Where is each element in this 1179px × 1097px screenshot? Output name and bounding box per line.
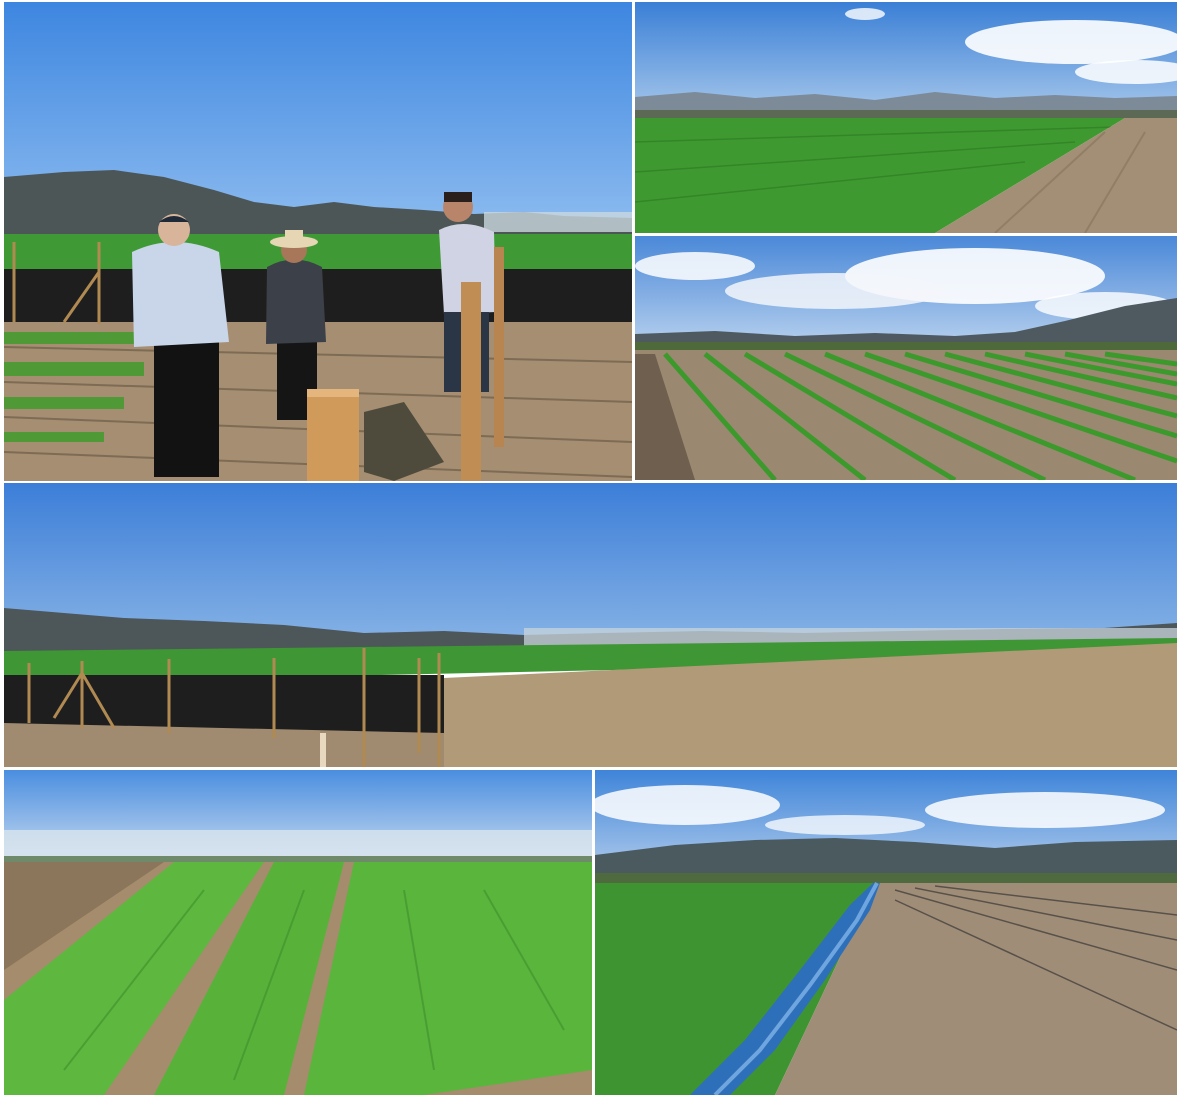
photo-crop-rows-cloudy: [635, 236, 1177, 480]
photo-men-at-field: [4, 2, 632, 481]
photo-crop-rows-closeup-image: [4, 770, 592, 1095]
photo-panorama-field-image: [4, 483, 1177, 767]
photo-field-dirt-road-image: [635, 2, 1177, 233]
photo-panorama-field: [4, 483, 1177, 767]
photo-men-at-field-image: [4, 2, 632, 481]
photo-field-dirt-road: [635, 2, 1177, 233]
photo-crop-rows-cloudy-image: [635, 236, 1177, 480]
photo-irrigation-hose: [595, 770, 1177, 1095]
photo-crop-rows-closeup: [4, 770, 592, 1095]
photo-irrigation-hose-image: [595, 770, 1177, 1095]
